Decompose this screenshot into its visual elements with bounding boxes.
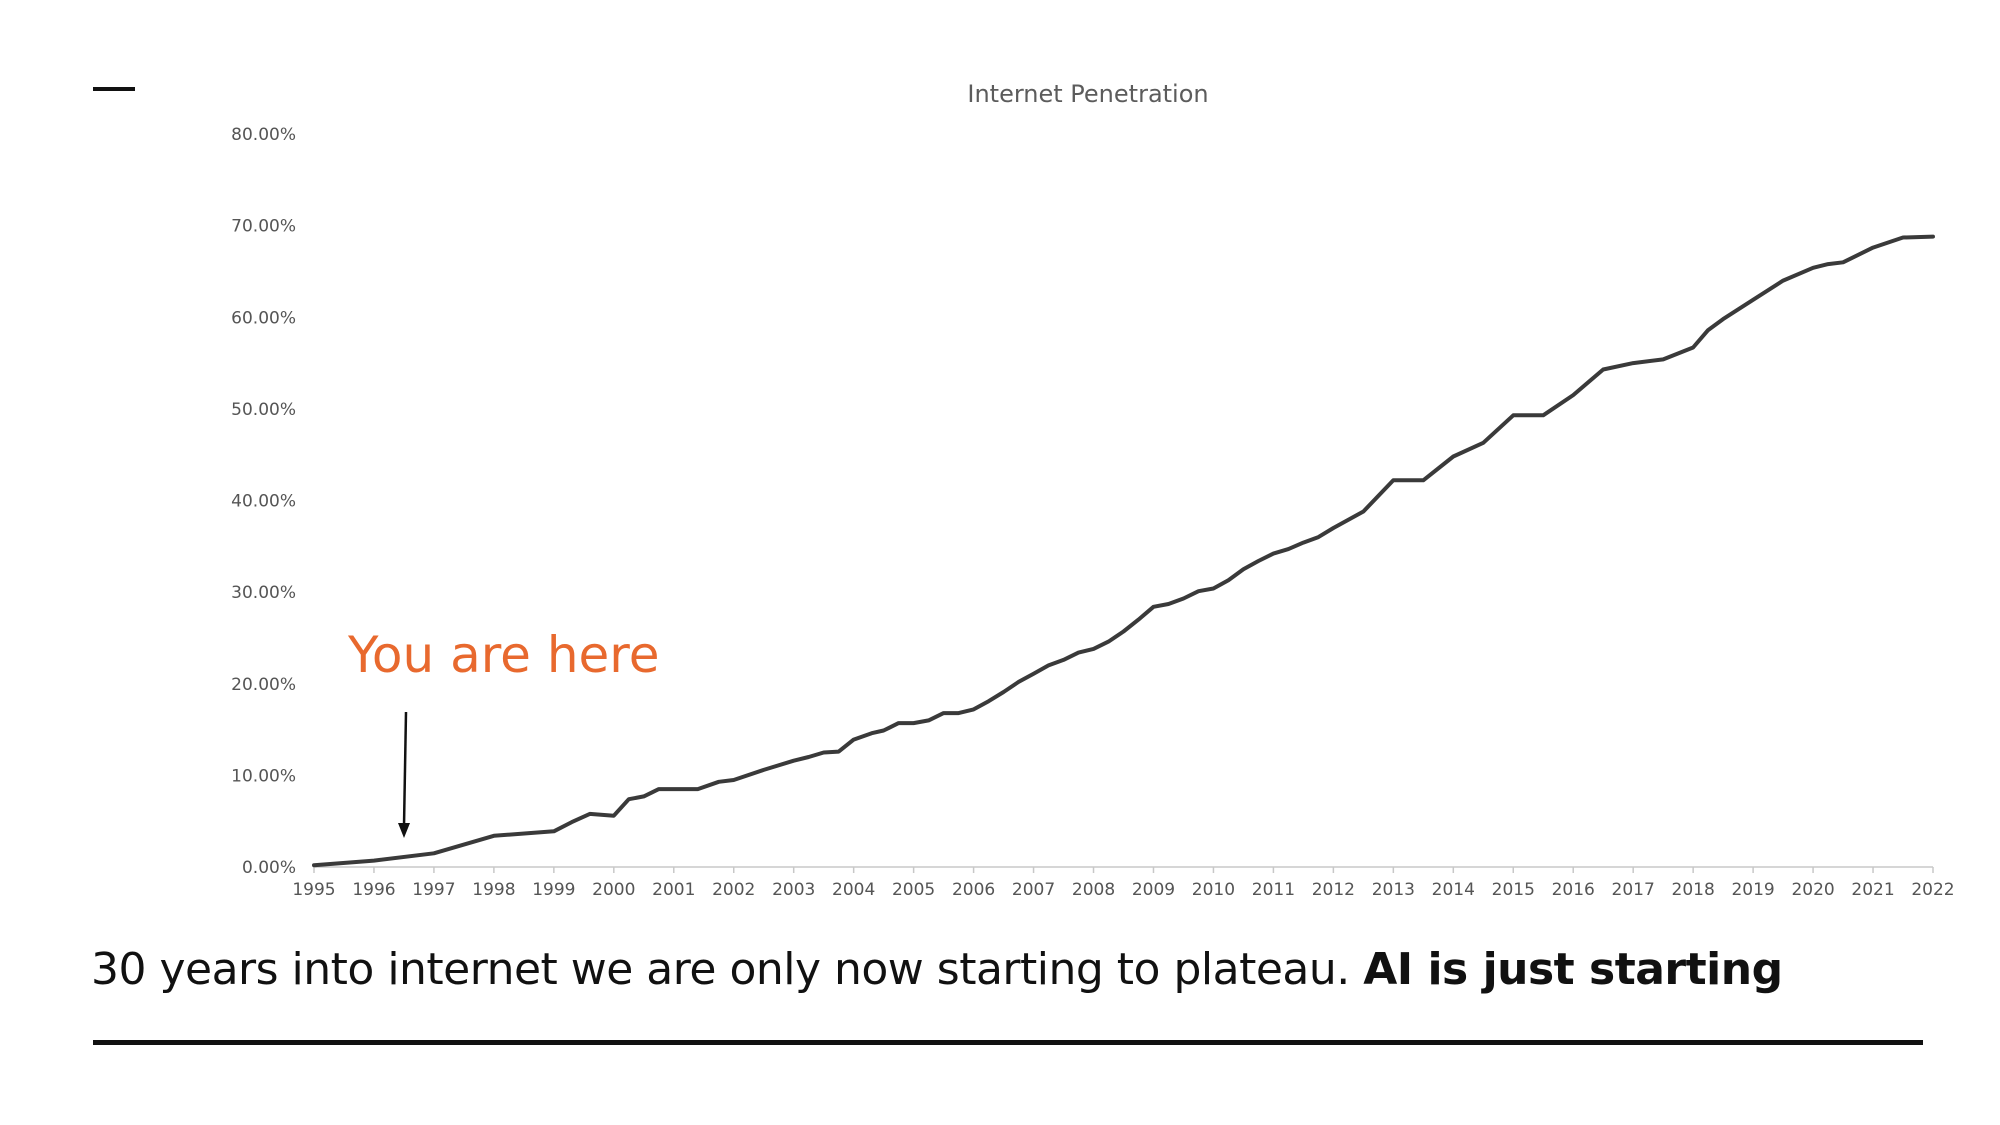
x-tick-label: 2012 xyxy=(1312,880,1355,900)
x-tick-label: 2004 xyxy=(832,880,875,900)
x-axis-tick-labels: 1995 1996 1997 1998 1999 2000 2001 2002 2003 2004… xyxy=(292,880,1954,900)
y-tick-label: 50.00% xyxy=(231,400,296,420)
x-tick-label: 2020 xyxy=(1791,880,1834,900)
x-tick-label: 2001 xyxy=(652,880,695,900)
slide-accent-dash xyxy=(93,87,135,91)
bottom-rule xyxy=(93,1040,1923,1045)
penetration-series-line xyxy=(312,234,1935,868)
x-tick-label: 1996 xyxy=(352,880,395,900)
x-tick-label: 2011 xyxy=(1252,880,1295,900)
x-tick-label: 2002 xyxy=(712,880,755,900)
chart-title: Internet Penetration xyxy=(967,80,1208,108)
slide-caption: 30 years into internet we are only now s… xyxy=(91,944,1783,995)
x-axis-tickmarks xyxy=(313,867,1934,873)
x-tick-label: 1995 xyxy=(292,880,335,900)
x-tick-label: 2003 xyxy=(772,880,815,900)
y-tick-label: 30.00% xyxy=(231,583,296,603)
annotation-arrow xyxy=(398,711,410,838)
x-tick-label: 2010 xyxy=(1192,880,1235,900)
x-tick-label: 2014 xyxy=(1432,880,1475,900)
you-are-here-annotation: You are here xyxy=(348,626,660,684)
x-tick-label: 2022 xyxy=(1911,880,1954,900)
x-tick-label: 1997 xyxy=(412,880,455,900)
x-tick-label: 2018 xyxy=(1672,880,1715,900)
x-tick-label: 2008 xyxy=(1072,880,1115,900)
x-tick-label: 2017 xyxy=(1612,880,1655,900)
y-tick-label: 70.00% xyxy=(231,217,296,237)
y-tick-label: 20.00% xyxy=(231,675,296,695)
y-tick-label: 40.00% xyxy=(231,492,296,512)
x-tick-label: 2000 xyxy=(592,880,635,900)
y-tick-label: 80.00% xyxy=(231,125,296,145)
x-tick-label: 2016 xyxy=(1552,880,1595,900)
y-axis-tick-labels: 0.00% 10.00% 20.00% 30.00% 40.00% 50.00% 60.00… xyxy=(231,125,296,878)
x-tick-label: 2007 xyxy=(1012,880,1055,900)
caption-regular-text: 30 years into internet we are only now s… xyxy=(91,944,1350,995)
caption-bold-text: AI is just starting xyxy=(1363,944,1783,995)
x-tick-label: 2013 xyxy=(1372,880,1415,900)
x-tick-label: 1998 xyxy=(472,880,515,900)
y-tick-label: 0.00% xyxy=(242,858,296,878)
x-tick-label: 2015 xyxy=(1492,880,1535,900)
y-tick-label: 60.00% xyxy=(231,308,296,328)
x-tick-label: 2021 xyxy=(1851,880,1894,900)
x-tick-label: 2009 xyxy=(1132,880,1175,900)
y-tick-label: 10.00% xyxy=(231,766,296,786)
x-tick-label: 2006 xyxy=(952,880,995,900)
x-tick-label: 2005 xyxy=(892,880,935,900)
x-tick-label: 1999 xyxy=(532,880,575,900)
x-tick-label: 2019 xyxy=(1731,880,1774,900)
